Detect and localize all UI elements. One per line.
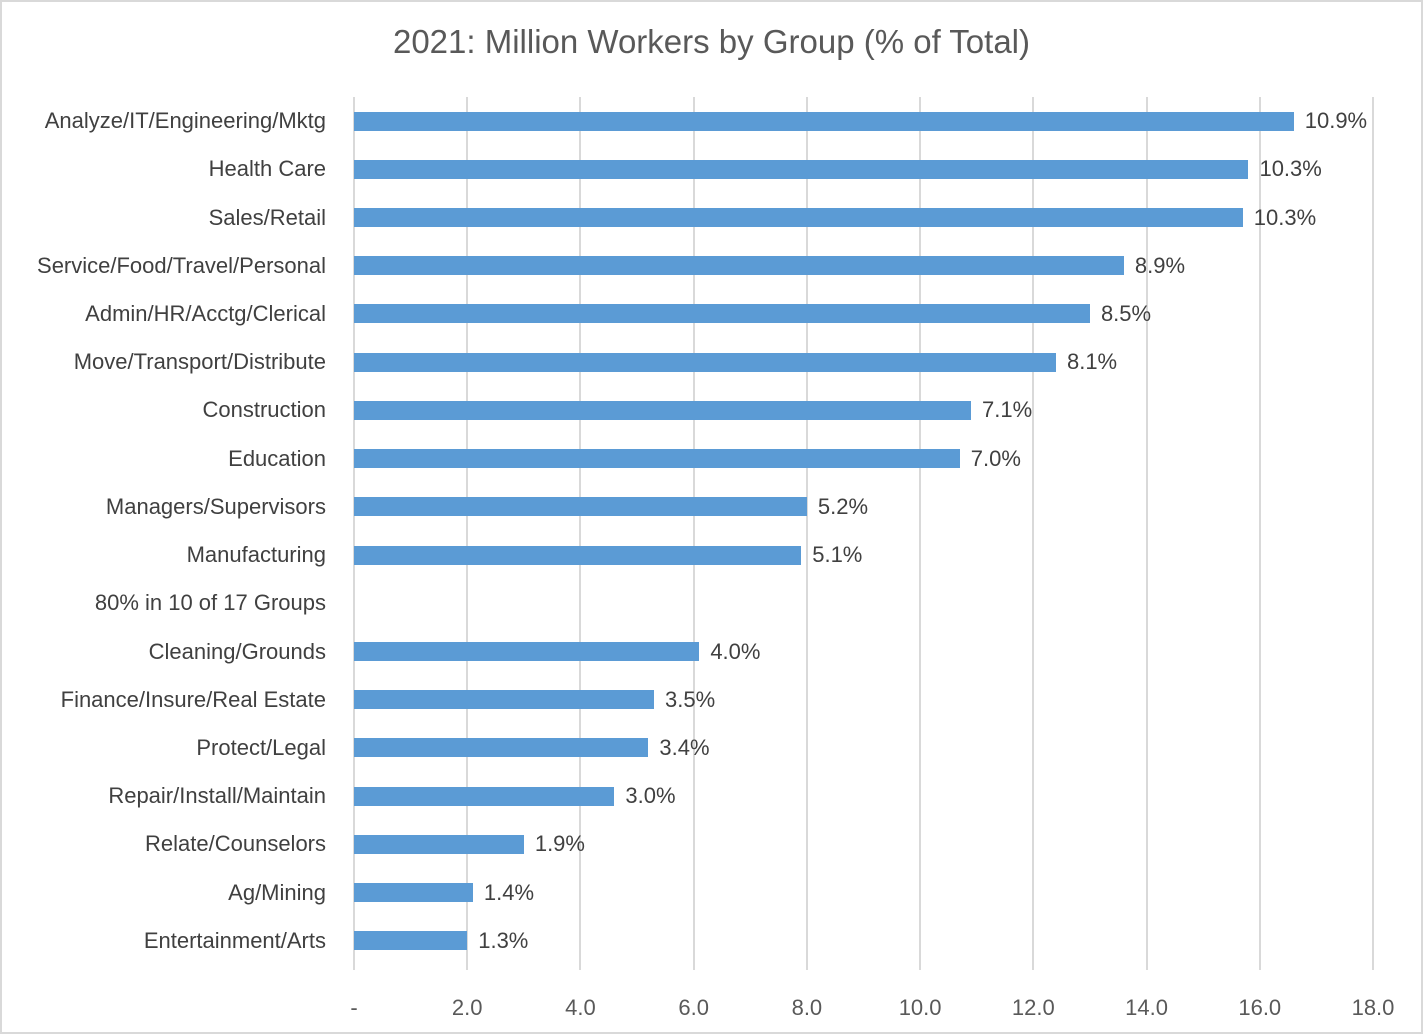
bar-row: 3.5% (354, 676, 1373, 724)
bar-row (354, 579, 1373, 627)
bar-value-label: 1.3% (478, 927, 529, 953)
x-tick-label: 12.0 (1011, 995, 1055, 1020)
bar (354, 883, 473, 903)
category-label: Analyze/IT/Engineering/Mktg (44, 108, 326, 134)
bar (354, 834, 524, 854)
bar-value-label: 5.1% (812, 542, 863, 568)
bar (354, 111, 1294, 131)
bar-row: 3.4% (354, 724, 1373, 772)
bar (354, 545, 802, 565)
x-tick-label: 10.0 (898, 995, 942, 1020)
bar (354, 256, 1124, 276)
x-tick-label: 14.0 (1125, 995, 1168, 1020)
x-tick-label: 16.0 (1238, 995, 1282, 1020)
x-tick-label: 18.0 (1351, 995, 1395, 1020)
category-label: Health Care (208, 156, 326, 182)
bar-value-label: 5.2% (817, 493, 869, 519)
bar-value-label: 8.1% (1066, 349, 1118, 375)
category-label: Construction (202, 397, 326, 423)
bar-row: 7.1% (354, 386, 1373, 434)
category-label: Ag/Mining (228, 879, 326, 905)
bar-row: 1.9% (354, 820, 1373, 868)
category-label: Education (228, 445, 326, 471)
bar-row: 8.1% (354, 338, 1373, 386)
bar-row: 5.1% (354, 531, 1373, 579)
bar-row: 10.9% (354, 97, 1373, 145)
bar (354, 690, 655, 710)
bar (354, 497, 807, 517)
bar-row: 8.9% (354, 242, 1373, 290)
bar (354, 208, 1243, 228)
bar (354, 304, 1090, 324)
x-tick-label: 8.0 (791, 995, 823, 1020)
bar-value-label: 8.9% (1134, 252, 1186, 278)
bar (354, 738, 649, 758)
bar (354, 786, 615, 806)
category-label: Relate/Counselors (145, 831, 326, 857)
bar-row: 1.3% (354, 917, 1373, 965)
bar-row: 3.0% (354, 772, 1373, 820)
x-tick-label: - (350, 995, 358, 1020)
bar-value-label: 1.9% (534, 831, 585, 857)
bar (354, 642, 700, 662)
bar-row: 10.3% (354, 193, 1373, 241)
chart-title: 2021: Million Workers by Group (% of Tot… (392, 23, 1031, 60)
bar-row: 1.4% (354, 869, 1373, 917)
bar-value-label: 3.5% (665, 686, 716, 712)
category-label: Service/Food/Travel/Personal (37, 252, 326, 278)
bar-value-label: 10.9% (1304, 108, 1368, 134)
bar (354, 159, 1249, 179)
plot-area: 10.9% 10.3% 10.3% 8.9% 8.5% 8.1% 7.1% 7.0% 5.2% 5… (353, 97, 1374, 970)
bar-value-label: 3.0% (625, 783, 676, 809)
category-label: Sales/Retail (208, 204, 326, 230)
bar-row: 5.2% (354, 483, 1373, 531)
bar-row: 10.3% (354, 145, 1373, 193)
bar-value-label: 8.5% (1100, 300, 1152, 326)
bar (354, 400, 972, 420)
bar-row: 7.0% (354, 435, 1373, 483)
x-axis: - 2.0 4.0 6.0 8.0 10.0 12.0 14.0 16.0 18.0 (350, 965, 1394, 1025)
category-label: Manufacturing (186, 542, 326, 568)
category-label: Managers/Supervisors (105, 493, 326, 519)
bar-value-label: 7.0% (970, 445, 1021, 471)
category-label: Admin/HR/Acctg/Clerical (85, 300, 326, 326)
category-label: Move/Transport/Distribute (73, 349, 326, 375)
bar-row: 4.0% (354, 627, 1373, 675)
category-label: 80% in 10 of 17 Groups (94, 590, 326, 616)
x-tick-label: 2.0 (451, 995, 483, 1020)
category-label: Repair/Install/Maintain (108, 783, 326, 809)
bar (354, 449, 960, 469)
bar (354, 352, 1056, 372)
bar-value-label: 10.3% (1259, 156, 1322, 182)
category-label: Cleaning/Grounds (148, 638, 326, 664)
category-label: Protect/Legal (196, 734, 326, 760)
x-tick-label: 6.0 (678, 995, 709, 1020)
category-label: Entertainment/Arts (143, 927, 326, 953)
category-axis: Analyze/IT/Engineering/Mktg Health Care Sa… (2, 97, 326, 965)
bar-row: 8.5% (354, 290, 1373, 338)
category-label: Finance/Insure/Real Estate (60, 686, 326, 712)
bar-value-label: 7.1% (982, 397, 1033, 423)
bar-value-label: 1.4% (483, 879, 535, 905)
bar-value-label: 3.4% (659, 734, 710, 760)
bar (354, 931, 468, 951)
bar-rows: 10.9% 10.3% 10.3% 8.9% 8.5% 8.1% 7.1% 7.0% 5.2% 5… (354, 97, 1373, 965)
bar-value-label: 4.0% (710, 638, 761, 664)
x-tick-label: 4.0 (565, 995, 596, 1020)
bar-value-label: 10.3% (1253, 204, 1317, 230)
